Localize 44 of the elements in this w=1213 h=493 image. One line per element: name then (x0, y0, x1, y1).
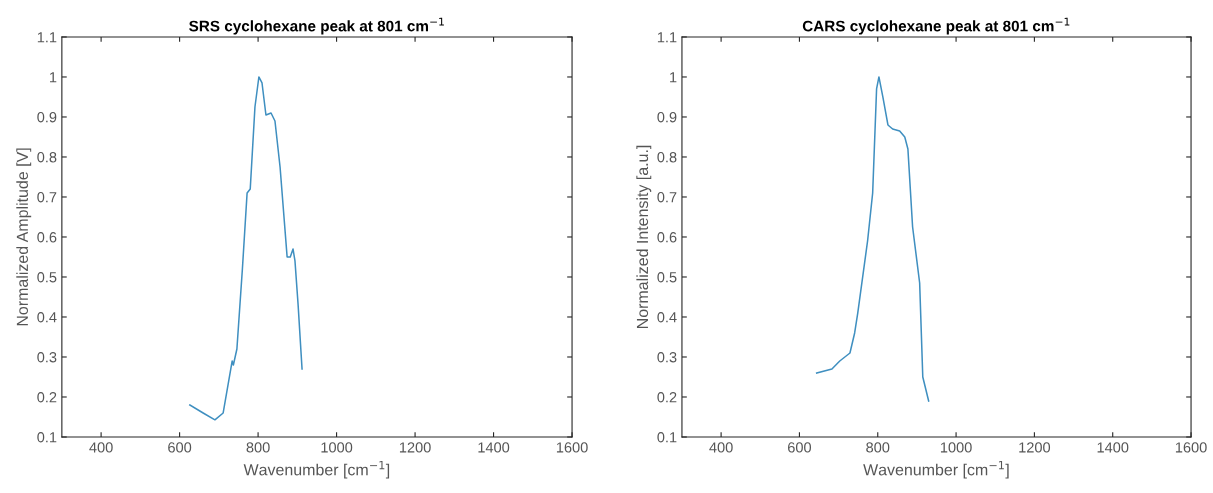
y-tick-label: 0.7 (657, 192, 677, 203)
y-tick-label: 0.5 (657, 272, 677, 283)
x-tick-label: 1400 (478, 442, 510, 453)
y-tick-label: 1.1 (37, 32, 57, 43)
y-tick-label: 0.1 (37, 432, 57, 443)
line-series (189, 76, 303, 421)
chart-title: SRS cyclohexane peak at 801 cm$^{−1}$ (189, 17, 444, 35)
y-tick-label: 0.3 (37, 352, 57, 363)
y-tick-label: 0.3 (657, 352, 677, 363)
y-tick-label: 0.2 (37, 392, 57, 403)
y-tick-label: 0.8 (37, 152, 57, 163)
x-tick-label: 1600 (556, 442, 588, 453)
y-axis-title: Normalized Intensity [a.u.] (636, 145, 652, 328)
x-tick-label: 800 (246, 442, 270, 453)
x-axis-title: Wavenumber [cm$^{−1}$] (243, 461, 390, 479)
x-tick-label: 1200 (399, 442, 431, 453)
y-tick-label: 0.4 (37, 312, 57, 323)
y-tick-label: 0.1 (657, 432, 677, 443)
y-tick-label: 1 (50, 72, 57, 83)
y-tick-label: 0.9 (37, 112, 57, 123)
x-tick-label: 800 (866, 442, 890, 453)
x-tick-label: 1000 (940, 442, 972, 453)
y-tick-label: 0.8 (657, 152, 677, 163)
x-tick-label: 1200 (1019, 442, 1051, 453)
y-tick-label: 0.4 (657, 312, 677, 323)
y-tick-label: 0.6 (37, 232, 57, 243)
chart-title: CARS cyclohexane peak at 801 cm$^{−1}$ (802, 17, 1070, 35)
y-tick-label: 0.7 (37, 192, 57, 203)
y-tick-label: 0.6 (657, 232, 677, 243)
x-tick-label: 1600 (1175, 442, 1207, 453)
x-tick-label: 1000 (321, 442, 353, 453)
line-series (815, 76, 930, 402)
y-tick-label: 1 (670, 72, 677, 83)
x-tick-label: 600 (788, 442, 812, 453)
y-tick-label: 0.9 (657, 112, 677, 123)
y-tick-label: 0.2 (657, 392, 677, 403)
x-tick-label: 600 (168, 442, 192, 453)
x-axis-title: Wavenumber [cm$^{−1}$] (863, 461, 1009, 479)
y-tick-label: 1.1 (657, 32, 677, 43)
x-tick-label: 400 (89, 442, 113, 453)
x-tick-label: 1400 (1097, 442, 1129, 453)
y-tick-label: 0.5 (37, 272, 57, 283)
x-tick-label: 400 (709, 442, 733, 453)
y-axis-title: Normalized Amplitude [V] (16, 148, 32, 326)
